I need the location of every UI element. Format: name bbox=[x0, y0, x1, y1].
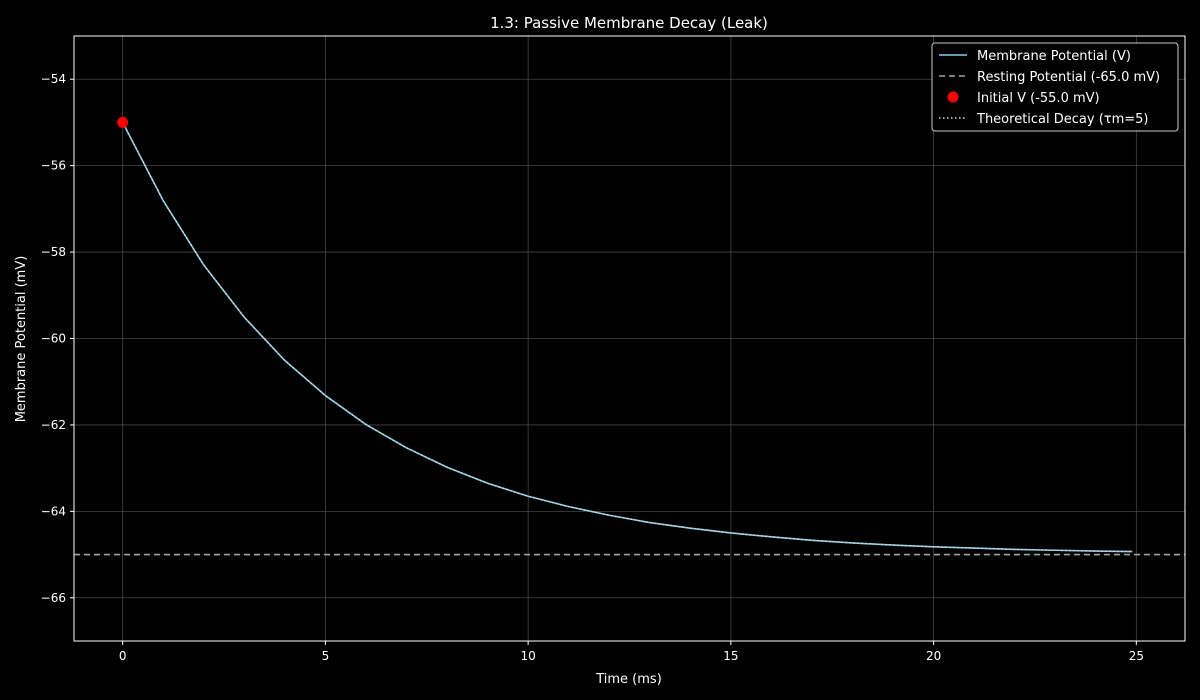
y-tick-label: −58 bbox=[41, 245, 66, 259]
y-axis-label: Membrane Potential (mV) bbox=[14, 256, 29, 423]
legend-swatch-initial-v bbox=[947, 91, 959, 103]
legend-label-resting-potential: Resting Potential (-65.0 mV) bbox=[977, 70, 1160, 85]
chart-title: 1.3: Passive Membrane Decay (Leak) bbox=[490, 14, 768, 32]
x-tick-label: 15 bbox=[723, 649, 738, 663]
legend-label-theoretical-decay: Theoretical Decay (τm=5) bbox=[976, 112, 1149, 127]
legend-label-initial-v: Initial V (-55.0 mV) bbox=[977, 91, 1100, 106]
x-tick-label: 20 bbox=[926, 649, 941, 663]
legend-label-membrane-potential: Membrane Potential (V) bbox=[977, 49, 1131, 64]
y-tick-label: −60 bbox=[41, 332, 66, 346]
initial-v-marker bbox=[117, 116, 129, 128]
y-tick-label: −56 bbox=[41, 159, 66, 173]
y-tick-label: −64 bbox=[41, 504, 66, 518]
y-axis-ticks: −54 −56 −58 −60 −62 −64 −66 bbox=[41, 72, 74, 605]
y-tick-label: −54 bbox=[41, 72, 66, 86]
legend: Membrane Potential (V) Resting Potential… bbox=[931, 42, 1179, 132]
x-tick-label: 25 bbox=[1129, 649, 1144, 663]
x-tick-label: 0 bbox=[119, 649, 127, 663]
plot-series bbox=[74, 116, 1185, 556]
y-tick-label: −62 bbox=[41, 418, 66, 432]
legend-box bbox=[931, 42, 1179, 132]
x-axis-ticks: 0 5 10 15 20 25 bbox=[119, 641, 1144, 663]
x-tick-label: 5 bbox=[322, 649, 330, 663]
x-axis-label: Time (ms) bbox=[595, 672, 662, 687]
y-tick-label: −66 bbox=[41, 591, 66, 605]
x-tick-label: 10 bbox=[520, 649, 535, 663]
membrane-potential-line bbox=[121, 122, 1133, 553]
